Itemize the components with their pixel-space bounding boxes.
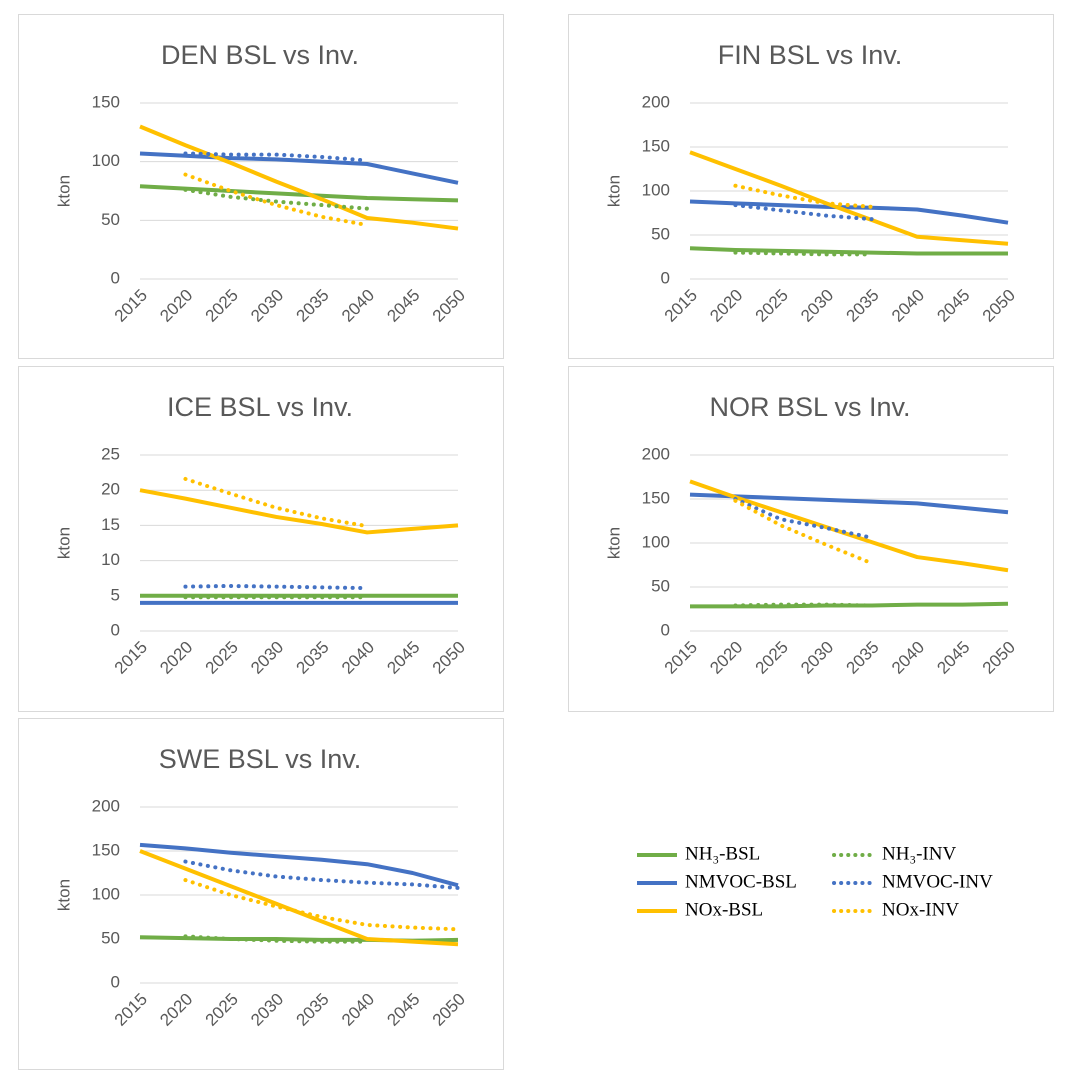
y-tick-label: 150 (642, 488, 670, 507)
series-line (733, 498, 874, 566)
series-line (689, 150, 1009, 246)
y-tick-label: 150 (92, 840, 120, 859)
legend-label: NMVOC-INV (882, 871, 993, 892)
series-line (733, 183, 874, 209)
legend: NH₃-BSL NMVOC-BSL NOx-BSL NH₃-INV NMVOC-INV N… (637, 843, 993, 920)
y-axis-label: kton (54, 879, 73, 911)
series-line (139, 124, 459, 231)
chart-title: DEN BSL vs Inv. (161, 40, 359, 70)
y-tick-label: 150 (642, 136, 670, 155)
y-tick-label: 100 (642, 180, 670, 199)
chart-title: FIN BSL vs Inv. (718, 40, 903, 70)
y-tick-label: 0 (661, 268, 670, 287)
y-axis-label: kton (54, 175, 73, 207)
y-tick-label: 200 (642, 92, 670, 111)
panel-frame (18, 718, 504, 1070)
series-line (689, 246, 1008, 256)
series-line (183, 151, 370, 163)
series-line (689, 492, 1009, 515)
series-line (733, 250, 874, 257)
series-line (733, 203, 874, 222)
series-line (183, 172, 370, 228)
series-line (689, 199, 1009, 225)
y-tick-label: 0 (661, 620, 670, 639)
y-axis-label: kton (54, 527, 73, 559)
series-line (733, 602, 874, 608)
series-line (183, 934, 370, 944)
series-line (139, 151, 459, 185)
chart-title: ICE BSL vs Inv. (167, 392, 353, 422)
y-axis-label: kton (604, 527, 623, 559)
panel-frame (18, 366, 504, 712)
y-tick-label: 50 (101, 210, 120, 229)
panel-frame (568, 14, 1054, 359)
series-line (183, 859, 460, 890)
series-line (139, 488, 459, 535)
y-tick-label: 50 (651, 224, 670, 243)
y-tick-label: 15 (101, 515, 120, 534)
y-tick-label: 50 (101, 928, 120, 947)
y-tick-label: 100 (642, 532, 670, 551)
series-line (733, 497, 874, 540)
series-line (183, 583, 370, 591)
y-tick-label: 50 (651, 576, 670, 595)
series-line (689, 479, 1009, 573)
y-tick-label: 5 (111, 585, 120, 604)
y-tick-label: 25 (101, 444, 120, 463)
legend-label: NMVOC-BSL (685, 871, 797, 892)
y-tick-label: 100 (92, 884, 120, 903)
chart-title: NOR BSL vs Inv. (709, 392, 910, 422)
y-tick-label: 20 (101, 480, 120, 499)
legend-label: NOx-BSL (685, 899, 763, 920)
y-tick-label: 0 (111, 620, 120, 639)
y-tick-label: 10 (101, 550, 120, 569)
y-axis-label: kton (604, 175, 623, 207)
y-tick-label: 150 (92, 92, 120, 111)
y-tick-label: 200 (92, 796, 120, 815)
legend-label: NH₃-INV (882, 843, 956, 864)
series-line (183, 476, 370, 529)
y-tick-label: 100 (92, 151, 120, 170)
series-line (139, 849, 459, 947)
panel-frame (18, 14, 504, 359)
y-tick-label: 200 (642, 444, 670, 463)
chart-title: SWE BSL vs Inv. (159, 744, 362, 774)
series-line (139, 842, 459, 888)
legend-label: NH₃-BSL (685, 843, 760, 864)
legend-label: NOx-INV (882, 899, 959, 920)
y-tick-label: 0 (111, 268, 120, 287)
y-tick-label: 0 (111, 972, 120, 991)
series-line (183, 187, 370, 211)
